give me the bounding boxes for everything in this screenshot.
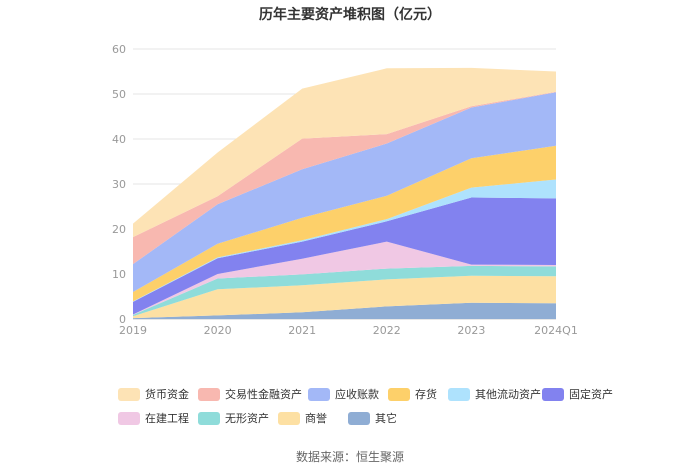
legend-swatch xyxy=(198,387,220,401)
area-应收账款 xyxy=(133,92,556,292)
legend-item[interactable]: 货币资金 xyxy=(118,386,189,402)
legend-item[interactable]: 应收账款 xyxy=(308,386,379,402)
area-固定资产 xyxy=(133,197,556,315)
legend-item[interactable]: 商誉 xyxy=(278,410,327,426)
legend-label: 固定资产 xyxy=(569,388,613,401)
area-存货 xyxy=(133,145,556,302)
legend-label: 商誉 xyxy=(305,412,327,425)
y-tick-label: 60 xyxy=(112,43,126,56)
legend-swatch xyxy=(388,387,410,401)
x-tick-label: 2022 xyxy=(373,324,401,337)
legend-label: 货币资金 xyxy=(145,388,189,401)
x-tick-label: 2023 xyxy=(457,324,485,337)
legend-swatch xyxy=(118,387,140,401)
legend-item[interactable]: 交易性金融资产 xyxy=(198,386,302,402)
legend-swatch xyxy=(348,411,370,425)
legend-label: 无形资产 xyxy=(225,412,269,425)
legend-label: 存货 xyxy=(415,388,437,401)
area-商誉 xyxy=(133,275,556,319)
legend-item[interactable]: 固定资产 xyxy=(542,386,613,402)
y-tick-label: 0 xyxy=(119,313,126,326)
area-其他流动资产 xyxy=(133,179,556,302)
legend-swatch xyxy=(278,411,300,425)
area-在建工程 xyxy=(133,241,556,315)
legend-swatch xyxy=(542,387,564,401)
area-无形资产 xyxy=(133,265,556,317)
legend-swatch xyxy=(448,387,470,401)
y-tick-label: 20 xyxy=(112,223,126,236)
y-tick-label: 30 xyxy=(112,178,126,191)
legend-item[interactable]: 无形资产 xyxy=(198,410,269,426)
x-tick-label: 2020 xyxy=(204,324,232,337)
x-tick-label: 2021 xyxy=(288,324,316,337)
legend-label: 应收账款 xyxy=(335,388,379,401)
x-tick-label: 2024Q1 xyxy=(534,324,578,337)
y-tick-label: 50 xyxy=(112,88,126,101)
legend-item[interactable]: 在建工程 xyxy=(118,410,189,426)
legend-item[interactable]: 存货 xyxy=(388,386,437,402)
area-series xyxy=(133,67,556,319)
legend-label: 其他流动资产 xyxy=(475,388,541,401)
x-tick-label: 2019 xyxy=(119,324,147,337)
axes: 0 10 20 30 40 50 60 2019 2020 2021 2022 2023 2024Q1 xyxy=(112,43,578,337)
legend-label: 在建工程 xyxy=(145,412,189,425)
data-source: 数据来源：恒生聚源 xyxy=(295,450,404,464)
legend-item[interactable]: 其他流动资产 xyxy=(448,386,541,402)
legend-swatch xyxy=(308,387,330,401)
area-货币资金 xyxy=(133,67,556,238)
legend-swatch xyxy=(198,411,220,425)
y-tick-label: 40 xyxy=(112,133,126,146)
y-tick-label: 10 xyxy=(112,268,126,281)
chart-title: 历年主要资产堆积图（亿元） xyxy=(259,7,441,23)
legend-label: 其它 xyxy=(375,412,397,425)
area-其它 xyxy=(133,302,556,319)
legend-label: 交易性金融资产 xyxy=(225,388,302,401)
legend-swatch xyxy=(118,411,140,425)
legend-item[interactable]: 其它 xyxy=(348,410,397,426)
